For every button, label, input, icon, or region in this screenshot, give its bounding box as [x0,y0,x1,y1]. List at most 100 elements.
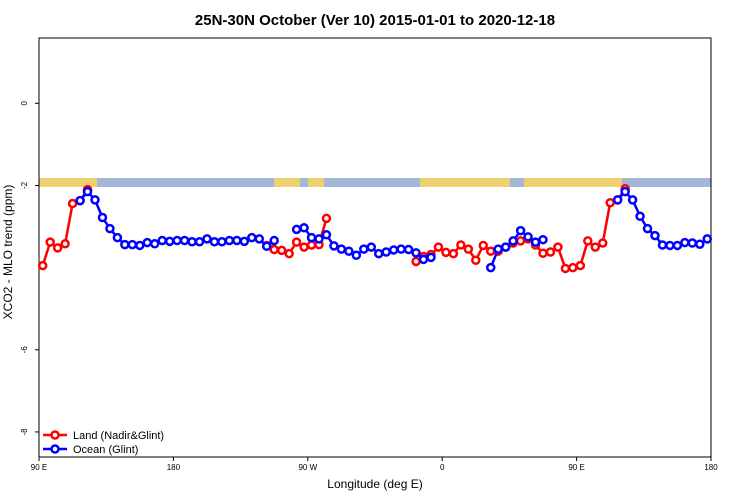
legend-label: Land (Nadir&Glint) [73,430,164,442]
point [75,195,85,206]
point [276,245,287,256]
point [433,242,444,252]
point [381,247,391,257]
point [67,198,78,209]
point [605,197,615,208]
point [441,247,451,258]
point [672,240,683,251]
point [239,236,250,247]
point [530,237,541,247]
point [485,246,496,256]
point [583,236,593,246]
point [411,256,421,267]
point [82,186,93,197]
y-tick-label: 0 [20,101,29,106]
point [695,239,705,249]
y-tick-label: -8 [20,428,29,436]
point [247,232,257,243]
point [538,248,548,259]
point [261,241,272,252]
point [90,195,100,205]
point [590,242,601,252]
point [321,213,332,224]
point [45,237,55,247]
point [568,262,578,273]
point [448,248,459,259]
point [553,242,563,252]
point [52,243,63,253]
point [359,244,369,254]
point [426,252,436,263]
point [351,250,362,261]
point [97,212,108,223]
point [202,234,212,244]
point [478,240,489,251]
point [172,235,182,246]
point [120,239,130,250]
point [575,260,586,271]
point [508,236,518,246]
point [269,235,279,246]
point [680,237,690,248]
point [135,240,145,251]
point [515,236,526,246]
point [560,263,571,274]
y-axis-label: XCO2 - MLO trend (ppm) [1,185,15,320]
point [187,236,197,247]
point [142,237,153,248]
surface-band [39,178,711,187]
point [493,244,503,254]
point [538,234,548,245]
point [149,239,160,249]
point [456,240,466,250]
land-band [274,178,300,187]
point [471,255,481,265]
land-band [308,178,324,187]
point [329,241,339,251]
point [291,237,302,247]
land-band [39,178,97,187]
point [657,240,668,250]
point [164,236,175,247]
point [60,239,70,249]
y-tick-label: -6 [20,346,29,354]
point [485,262,496,273]
point [112,232,123,243]
point [665,240,675,251]
x-axis-label: Longitude (deg E) [327,477,422,491]
x-tick-label: 90 W [298,463,317,472]
point [463,244,474,254]
point [344,246,354,256]
point [291,224,302,235]
point [254,234,265,244]
point [209,236,220,247]
point [642,223,653,234]
point [418,254,429,265]
point [194,236,205,247]
land-band [524,178,622,187]
point [396,244,406,254]
land-band [420,178,510,187]
point [702,234,713,244]
point [269,244,279,255]
x-tick-label: 0 [440,463,445,472]
point [105,223,115,234]
point [306,240,317,250]
point [37,260,48,271]
chart-title: 25N-30N October (Ver 10) 2015-01-01 to 2… [195,12,555,29]
legend-marker [50,444,60,454]
point [515,225,526,236]
legend-label: Ocean (Glint) [73,444,138,456]
point [299,223,309,233]
legend-marker [50,430,60,440]
point [545,247,556,257]
point [635,211,645,222]
point [306,232,317,243]
point [620,186,630,197]
point [157,235,167,246]
x-tick-label: 90 E [568,463,584,472]
point [336,244,347,254]
point [373,248,384,259]
y-tick-label: -2 [20,181,29,189]
